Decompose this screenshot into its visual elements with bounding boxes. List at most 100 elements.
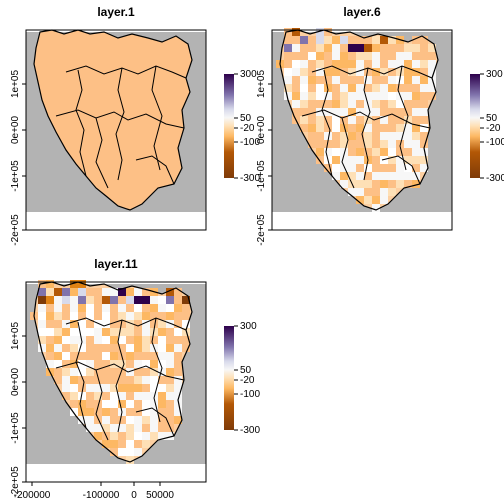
raster-cell (126, 296, 134, 304)
raster-cell (158, 312, 166, 320)
raster-cell (356, 36, 364, 44)
raster-cell (46, 312, 54, 320)
raster-cell (134, 440, 142, 448)
raster-cell (70, 384, 78, 392)
raster-cell (428, 60, 436, 68)
raster-cell (182, 336, 190, 344)
raster-cell (396, 60, 404, 68)
raster-cell (340, 52, 348, 60)
raster-cell (404, 140, 412, 148)
region-boundary (381, 155, 421, 185)
raster-cell (62, 384, 70, 392)
raster-cell (388, 188, 396, 196)
raster-cell (110, 368, 118, 376)
raster-cell (388, 44, 396, 52)
raster-cell (102, 320, 110, 328)
raster-cell (388, 132, 396, 140)
raster-cell (110, 336, 118, 344)
raster-cell (70, 376, 78, 384)
raster-cell (380, 132, 388, 140)
y-tick-label: -2e+05 (10, 214, 21, 246)
raster-cell (70, 320, 78, 328)
raster-cell (340, 148, 348, 156)
raster-cell (174, 384, 182, 392)
raster-cell (332, 148, 340, 156)
raster-cell (388, 172, 396, 180)
raster-cell (118, 320, 126, 328)
raster-cell (308, 52, 316, 60)
raster-cell (126, 456, 134, 464)
raster-cell (332, 68, 340, 76)
raster-cell (38, 312, 46, 320)
raster-cell (102, 360, 110, 368)
raster-cell (316, 52, 324, 60)
raster-cell (396, 84, 404, 92)
raster-cell (332, 76, 340, 84)
raster-cell (142, 304, 150, 312)
raster-cell (396, 124, 404, 132)
raster-cell (118, 392, 126, 400)
raster-cell (86, 288, 94, 296)
region-boundary (397, 65, 409, 171)
raster-cell (404, 92, 412, 100)
raster-cell (332, 84, 340, 92)
raster-cell (110, 392, 118, 400)
raster-cell (356, 172, 364, 180)
raster-cell (420, 156, 428, 164)
raster-cell (158, 344, 166, 352)
colorbar-label: 50 (240, 113, 252, 124)
raster-cell (324, 132, 332, 140)
colorbar-label: -100 (240, 389, 260, 400)
raster-cell (340, 180, 348, 188)
raster-cell (300, 84, 308, 92)
raster-cell (388, 140, 396, 148)
raster-cell (38, 344, 46, 352)
raster-cell (118, 288, 126, 296)
raster-cell (404, 44, 412, 52)
raster-cell (94, 320, 102, 328)
raster-cell (380, 188, 388, 196)
raster-cell (372, 76, 380, 84)
raster-cell (284, 84, 292, 92)
raster-cell (404, 108, 412, 116)
raster-cell (126, 288, 134, 296)
raster-cell (182, 344, 190, 352)
region-boundary (301, 109, 431, 129)
raster-cell (102, 392, 110, 400)
raster-cell (150, 304, 158, 312)
raster-cell (300, 68, 308, 76)
raster-cell (404, 100, 412, 108)
raster-cell (340, 108, 348, 116)
raster-cell (62, 336, 70, 344)
raster-cell (356, 84, 364, 92)
raster-cell (412, 164, 420, 172)
colorbar-label: 50 (486, 113, 498, 124)
raster-cell (340, 68, 348, 76)
raster-cell (54, 368, 62, 376)
raster-cell (94, 400, 102, 408)
raster-cell (348, 84, 356, 92)
raster-cell (308, 92, 316, 100)
raster-cell (38, 304, 46, 312)
raster-cell (142, 400, 150, 408)
raster-cell (174, 352, 182, 360)
raster-cell (420, 108, 428, 116)
raster-cell (110, 424, 118, 432)
raster-cell (70, 392, 78, 400)
raster-cell (150, 408, 158, 416)
raster-cell (150, 376, 158, 384)
raster-cell (158, 424, 166, 432)
raster-cell (316, 92, 324, 100)
raster-cell (134, 360, 142, 368)
raster-gap (26, 212, 206, 220)
raster-cell (324, 52, 332, 60)
raster-cell (420, 68, 428, 76)
raster-cell (70, 400, 78, 408)
raster-cell (332, 52, 340, 60)
raster-cell (86, 328, 94, 336)
raster-cell (174, 344, 182, 352)
raster-cell (142, 376, 150, 384)
region-boundary (55, 109, 185, 129)
region-boundary (135, 155, 175, 185)
raster-cell (420, 140, 428, 148)
